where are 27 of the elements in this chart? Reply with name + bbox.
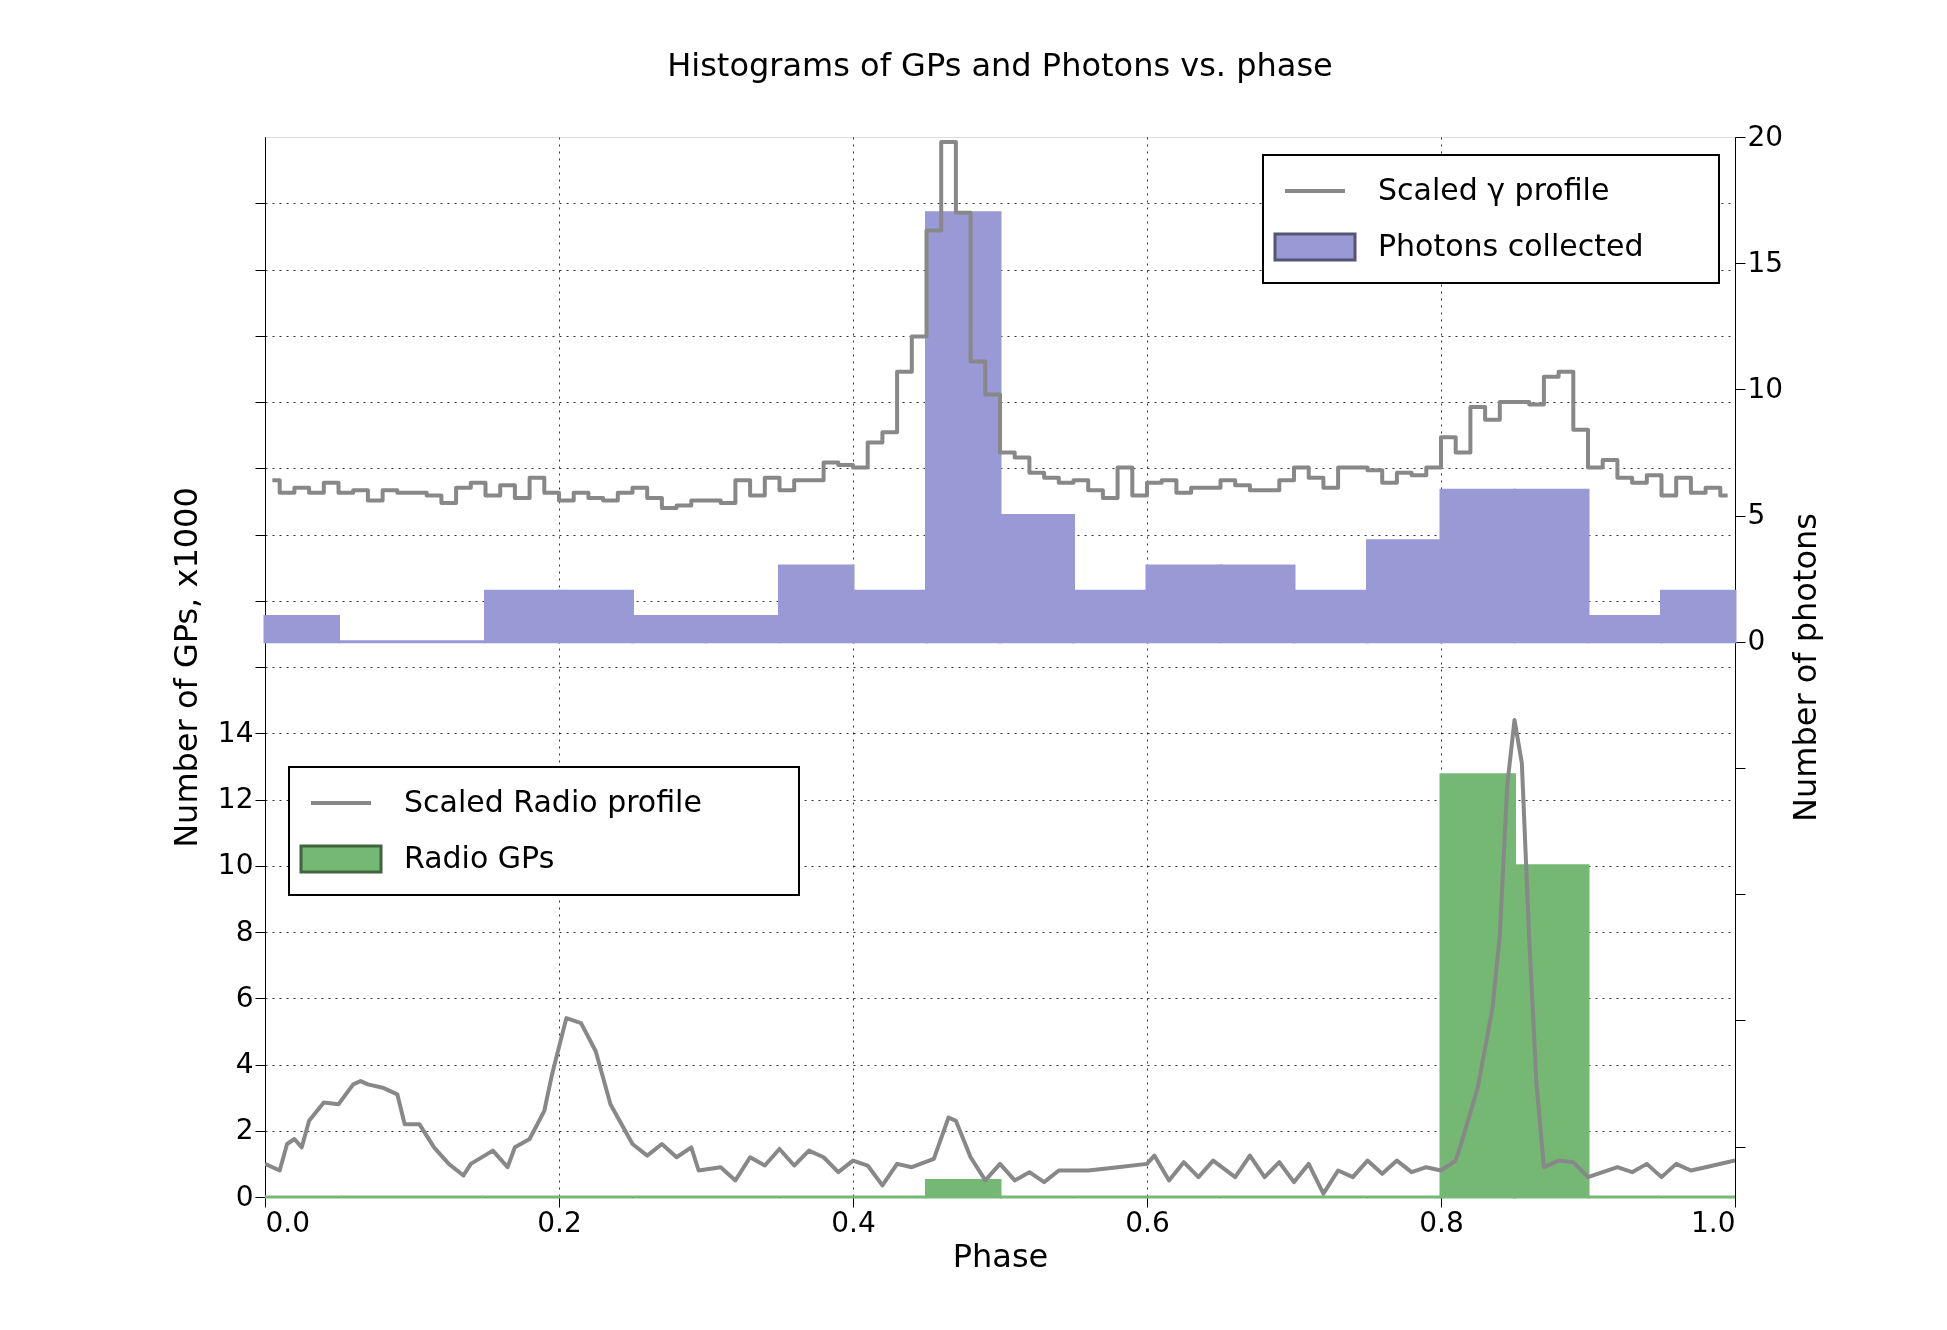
- x-axis-title: Phase: [952, 1236, 1049, 1275]
- legend-label: Photons collected: [1378, 228, 1644, 263]
- y-tick-label: 2: [235, 1113, 254, 1147]
- y2-tick-label: 0: [1747, 624, 1766, 658]
- y-tick-label: 8: [235, 914, 254, 948]
- x-tick-label: 1.0: [1690, 1205, 1736, 1239]
- y2-tick-label: 5: [1747, 498, 1766, 532]
- y-tick-label: 0: [235, 1179, 254, 1213]
- x-tick-label: 0.8: [1419, 1205, 1464, 1239]
- y2-tick-label: 20: [1747, 119, 1784, 153]
- chart-title: Histograms of GPs and Photons vs. phase: [667, 46, 1333, 84]
- legend-label: Radio GPs: [404, 840, 555, 875]
- y-tick-label: 4: [235, 1047, 254, 1080]
- x-tick-label: 0.2: [537, 1205, 582, 1239]
- y2-tick-label: 10: [1747, 371, 1784, 405]
- y-tick-label: 6: [235, 980, 254, 1014]
- y2-axis-title: Number of photons: [1786, 513, 1825, 822]
- y-tick-label: 12: [217, 782, 254, 815]
- x-tick-label: 0.4: [831, 1205, 876, 1239]
- y2-tick-label: 15: [1747, 245, 1784, 279]
- x-tick-label: 0.0: [265, 1205, 311, 1239]
- x-tick-label: 0.6: [1125, 1205, 1170, 1239]
- legend-label: Scaled γ profile: [1378, 172, 1610, 207]
- y-axis-title: Number of GPs, x1000: [166, 487, 205, 848]
- legend-label: Scaled Radio profile: [404, 784, 702, 819]
- y-tick-label: 14: [217, 715, 254, 749]
- y-tick-label: 10: [217, 848, 254, 882]
